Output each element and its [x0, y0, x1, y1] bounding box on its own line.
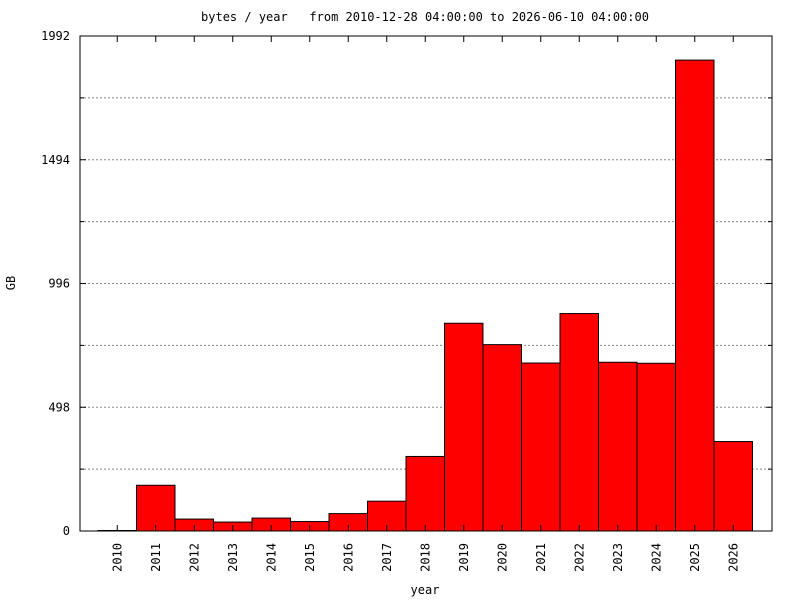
x-tick-label: 2018: [418, 543, 432, 572]
bar-2018: [405, 455, 445, 532]
bar-2023: [598, 361, 638, 532]
bar-2024: [636, 362, 676, 532]
x-tick-label: 2012: [187, 543, 201, 572]
y-axis-label: GB: [4, 276, 18, 290]
x-tick-label: 2026: [726, 543, 740, 572]
chart-title: bytes / year from 2010-12-28 04:00:00 to…: [201, 10, 649, 24]
y-tick-label: 1992: [41, 29, 70, 43]
x-axis-label: year: [411, 583, 440, 597]
bar-2021: [521, 362, 561, 532]
x-tick-label: 2021: [534, 543, 548, 572]
y-tick-label: 498: [48, 400, 70, 414]
x-tick-label: 2022: [572, 543, 586, 572]
y-ticks: 0 498 996 1494 1992: [41, 29, 772, 538]
bar-2019: [444, 322, 484, 532]
x-tick-label: 2016: [341, 543, 355, 572]
x-tick-label: 2019: [457, 543, 471, 572]
x-tick-label: 2015: [303, 543, 317, 572]
x-ticks: 2010 2011 2012 2013 2014 2015 2016 2017 2018 2019…: [110, 36, 740, 572]
bar-2011: [136, 484, 176, 532]
x-tick-label: 2017: [380, 543, 394, 572]
bar-2026: [713, 441, 753, 532]
x-tick-label: 2014: [264, 543, 278, 572]
y-tick-label: 1494: [41, 153, 70, 167]
x-tick-label: 2024: [649, 543, 663, 572]
y-tick-label: 996: [48, 277, 70, 291]
bar-2022: [559, 313, 599, 532]
y-tick-label: 0: [63, 524, 70, 538]
x-tick-label: 2025: [688, 543, 702, 572]
x-tick-label: 2011: [149, 543, 163, 572]
x-tick-label: 2010: [110, 543, 124, 572]
x-tick-label: 2020: [495, 543, 509, 572]
x-tick-label: 2013: [226, 543, 240, 572]
bar-2025: [675, 59, 715, 532]
x-tick-label: 2023: [611, 543, 625, 572]
bar-2020: [482, 344, 522, 532]
bars: [97, 59, 753, 532]
